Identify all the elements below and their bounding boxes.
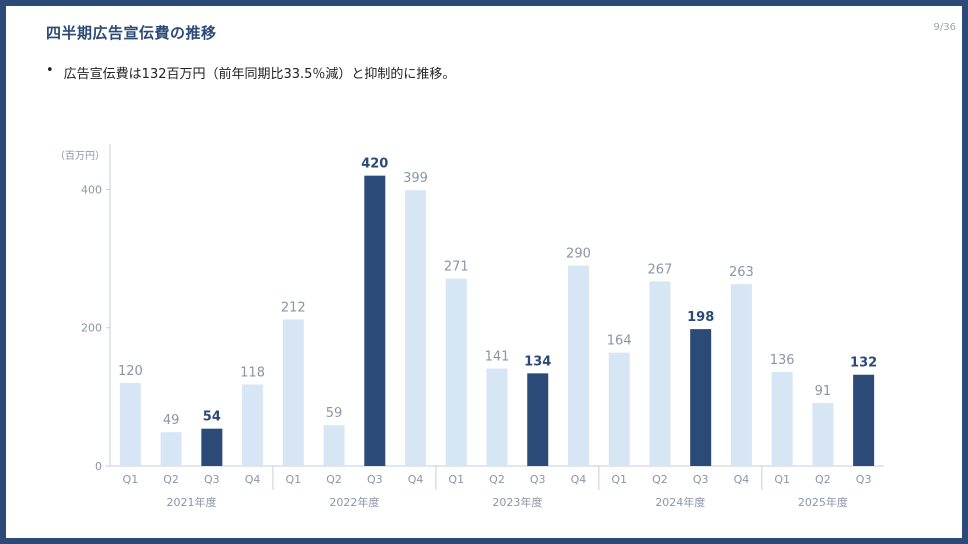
quarter-label: Q2: [326, 473, 342, 486]
bar-value-label: 263: [729, 265, 754, 280]
quarter-label: Q3: [856, 473, 872, 486]
quarter-label: Q4: [245, 473, 261, 486]
quarter-label: Q1: [123, 473, 139, 486]
bar-value-label: 399: [403, 171, 428, 186]
y-axis-unit-label: （百万円）: [55, 150, 105, 162]
quarter-label: Q4: [571, 473, 587, 486]
bar-value-label: 136: [770, 353, 795, 368]
bar-value-label: 91: [815, 384, 832, 399]
quarter-label: Q1: [611, 473, 627, 486]
bar-value-label: 164: [607, 334, 632, 349]
bar-value-label: 198: [687, 310, 714, 325]
quarter-label: Q3: [693, 473, 709, 486]
quarter-label: Q3: [530, 473, 546, 486]
bar: [730, 284, 752, 466]
fiscal-year-label: 2022年度: [329, 495, 379, 509]
quarter-label: Q2: [815, 473, 831, 486]
bar-value-label: 267: [648, 262, 673, 277]
bar: [119, 383, 141, 466]
bar-value-label: 271: [444, 260, 469, 275]
page-number: 9/36: [933, 22, 956, 33]
bar: [364, 175, 386, 467]
y-tick-label: 0: [95, 460, 102, 473]
y-tick-label: 400: [81, 183, 102, 196]
quarter-label: Q4: [408, 473, 424, 486]
bar-value-label: 54: [203, 410, 221, 425]
quarter-label: Q2: [652, 473, 668, 486]
bar-value-label: 420: [361, 157, 388, 172]
fiscal-year-label: 2025年度: [798, 495, 848, 509]
bar-value-label: 49: [163, 413, 180, 428]
quarter-label: Q3: [367, 473, 383, 486]
fiscal-year-label: 2023年度: [492, 495, 542, 509]
bar: [160, 432, 182, 466]
quarter-label: Q1: [285, 473, 301, 486]
bar: [201, 428, 223, 466]
bar: [242, 384, 264, 466]
bullet-marker: •: [46, 63, 54, 78]
bar: [405, 190, 427, 467]
bar: [567, 265, 589, 466]
bar: [853, 374, 875, 466]
quarter-label: Q4: [734, 473, 750, 486]
bar: [608, 352, 630, 466]
bar: [649, 281, 671, 466]
quarter-label: Q2: [163, 473, 179, 486]
summary-bullet: • 広告宣伝費は132百万円（前年同期比33.5％減）と抑制的に推移。: [46, 63, 455, 82]
bar-value-label: 141: [485, 350, 510, 365]
fiscal-year-label: 2024年度: [655, 495, 705, 509]
bar-value-label: 212: [281, 300, 306, 315]
bar: [486, 368, 508, 466]
bar-value-label: 132: [850, 356, 877, 371]
bar-value-label: 118: [240, 365, 265, 380]
quarter-label: Q1: [448, 473, 464, 486]
quarter-label: Q2: [489, 473, 505, 486]
fiscal-year-label: 2021年度: [166, 495, 216, 509]
bar: [527, 373, 549, 466]
bar: [282, 319, 304, 466]
y-tick-label: 200: [81, 322, 102, 335]
bar: [690, 329, 712, 466]
slide-title: 四半期広告宣伝費の推移: [46, 24, 217, 42]
bar-value-label: 120: [118, 364, 143, 379]
bar-value-label: 134: [524, 354, 551, 369]
bar: [323, 425, 345, 466]
bar: [445, 278, 467, 466]
bar: [812, 403, 834, 466]
summary-text: 広告宣伝費は132百万円（前年同期比33.5％減）と抑制的に推移。: [63, 67, 456, 82]
bar: [771, 371, 793, 466]
quarter-label: Q1: [774, 473, 790, 486]
bar-value-label: 59: [326, 406, 343, 421]
quarter-label: Q3: [204, 473, 220, 486]
bar-value-label: 290: [566, 247, 591, 262]
